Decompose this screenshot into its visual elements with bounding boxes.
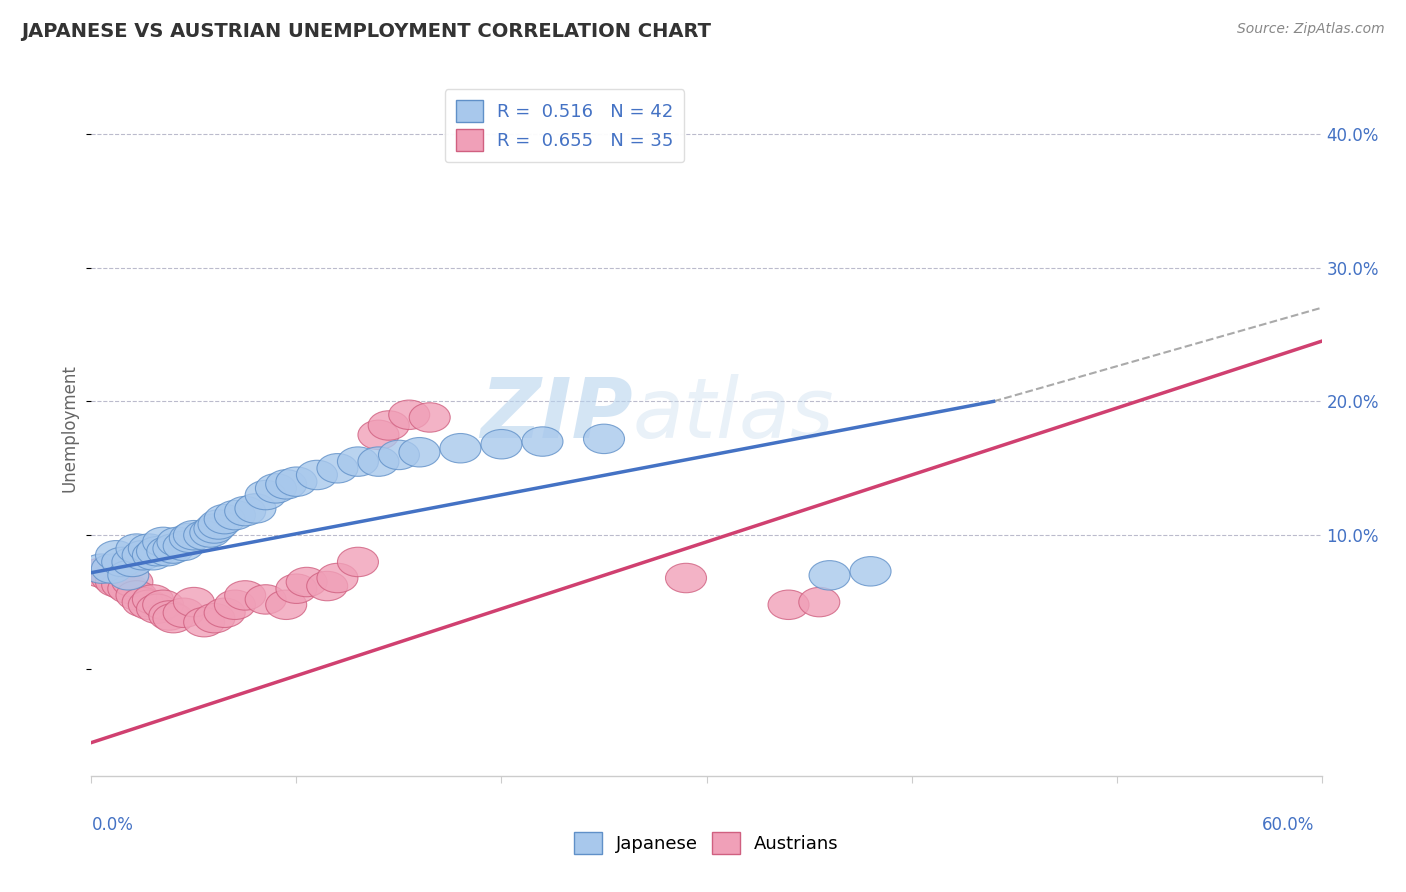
Ellipse shape: [122, 541, 163, 570]
Ellipse shape: [245, 585, 287, 615]
Text: JAPANESE VS AUSTRIAN UNEMPLOYMENT CORRELATION CHART: JAPANESE VS AUSTRIAN UNEMPLOYMENT CORREL…: [21, 22, 711, 41]
Ellipse shape: [665, 564, 706, 593]
Ellipse shape: [276, 574, 316, 604]
Ellipse shape: [101, 570, 142, 599]
Ellipse shape: [142, 527, 184, 557]
Ellipse shape: [101, 548, 142, 577]
Ellipse shape: [204, 505, 245, 533]
Text: Source: ZipAtlas.com: Source: ZipAtlas.com: [1237, 22, 1385, 37]
Ellipse shape: [399, 438, 440, 467]
Ellipse shape: [149, 601, 190, 630]
Ellipse shape: [276, 467, 316, 496]
Ellipse shape: [112, 567, 153, 597]
Ellipse shape: [122, 588, 163, 617]
Ellipse shape: [153, 533, 194, 564]
Text: 60.0%: 60.0%: [1263, 816, 1315, 834]
Ellipse shape: [245, 480, 287, 510]
Ellipse shape: [132, 585, 173, 615]
Ellipse shape: [214, 591, 256, 620]
Ellipse shape: [115, 533, 157, 564]
Ellipse shape: [359, 447, 399, 476]
Ellipse shape: [190, 517, 231, 548]
Ellipse shape: [316, 564, 359, 593]
Ellipse shape: [91, 564, 132, 593]
Ellipse shape: [481, 430, 522, 458]
Ellipse shape: [108, 574, 149, 604]
Ellipse shape: [235, 494, 276, 523]
Ellipse shape: [173, 588, 214, 617]
Text: 0.0%: 0.0%: [91, 816, 134, 834]
Ellipse shape: [128, 591, 169, 620]
Ellipse shape: [337, 447, 378, 476]
Ellipse shape: [142, 591, 184, 620]
Ellipse shape: [287, 567, 328, 597]
Ellipse shape: [266, 469, 307, 500]
Ellipse shape: [266, 591, 307, 620]
Text: atlas: atlas: [633, 374, 834, 455]
Ellipse shape: [136, 537, 177, 566]
Ellipse shape: [307, 571, 347, 601]
Ellipse shape: [378, 441, 419, 470]
Ellipse shape: [163, 599, 204, 628]
Ellipse shape: [173, 521, 214, 549]
Ellipse shape: [194, 603, 235, 633]
Ellipse shape: [115, 581, 157, 610]
Ellipse shape: [96, 541, 136, 570]
Ellipse shape: [163, 531, 204, 561]
Ellipse shape: [132, 541, 173, 570]
Ellipse shape: [153, 603, 194, 633]
Ellipse shape: [583, 425, 624, 454]
Ellipse shape: [184, 521, 225, 549]
Ellipse shape: [82, 554, 122, 583]
Ellipse shape: [136, 594, 177, 624]
Ellipse shape: [359, 420, 399, 450]
Ellipse shape: [388, 400, 430, 430]
Ellipse shape: [768, 591, 808, 620]
Ellipse shape: [91, 554, 132, 583]
Ellipse shape: [368, 410, 409, 441]
Ellipse shape: [96, 567, 136, 597]
Ellipse shape: [409, 403, 450, 433]
Ellipse shape: [128, 533, 169, 564]
Ellipse shape: [112, 548, 153, 577]
Ellipse shape: [198, 510, 239, 539]
Ellipse shape: [157, 527, 198, 557]
Ellipse shape: [522, 427, 562, 457]
Ellipse shape: [108, 561, 149, 591]
Ellipse shape: [82, 558, 122, 588]
Ellipse shape: [316, 454, 359, 483]
Ellipse shape: [194, 514, 235, 543]
Y-axis label: Unemployment: Unemployment: [60, 364, 79, 492]
Ellipse shape: [169, 523, 211, 552]
Ellipse shape: [799, 588, 839, 617]
Text: ZIP: ZIP: [479, 374, 633, 455]
Ellipse shape: [225, 581, 266, 610]
Ellipse shape: [184, 607, 225, 637]
Ellipse shape: [225, 496, 266, 526]
Ellipse shape: [146, 537, 188, 566]
Ellipse shape: [808, 561, 851, 591]
Ellipse shape: [851, 557, 891, 586]
Ellipse shape: [337, 548, 378, 577]
Ellipse shape: [204, 599, 245, 628]
Ellipse shape: [256, 474, 297, 503]
Ellipse shape: [297, 460, 337, 490]
Ellipse shape: [214, 500, 256, 530]
Legend: Japanese, Austrians: Japanese, Austrians: [567, 824, 846, 861]
Ellipse shape: [440, 434, 481, 463]
